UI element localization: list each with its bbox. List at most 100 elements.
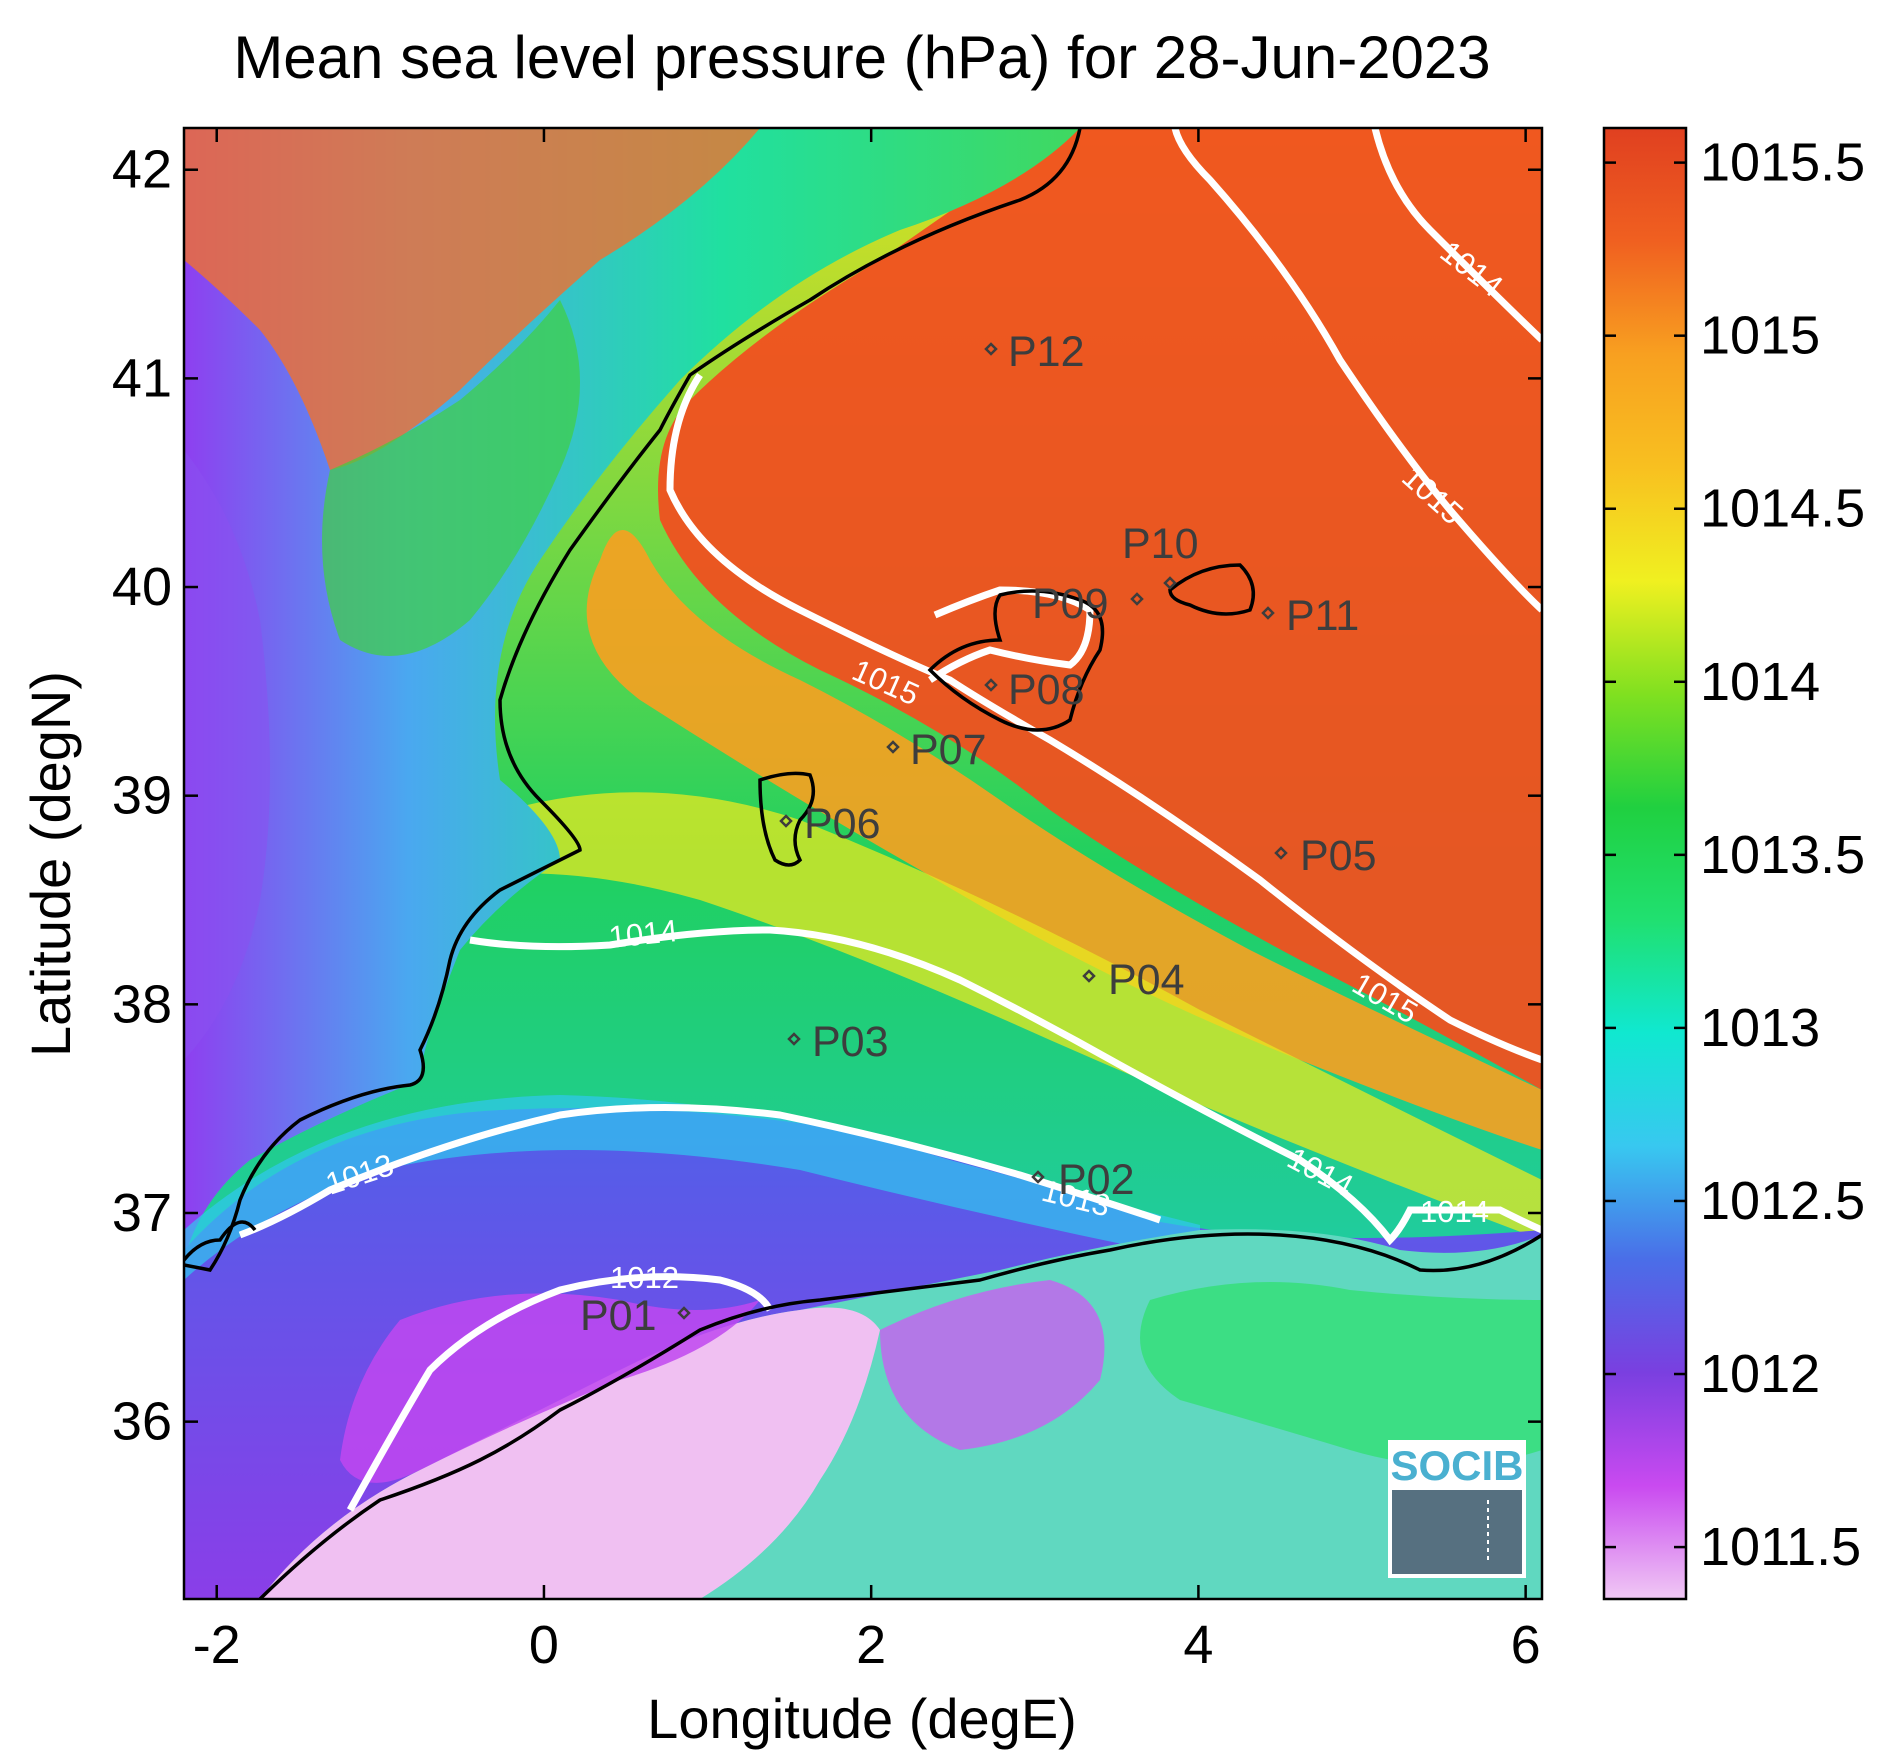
station-p02: P02 <box>1031 1156 1135 1204</box>
africa-west-pink <box>260 1307 880 1599</box>
y-tick-label: 42 <box>112 140 172 200</box>
menorca-coastline <box>1168 563 1256 616</box>
x-tick-label: -2 <box>193 1615 241 1675</box>
station-p05: P05 <box>1274 832 1377 880</box>
yellow-band <box>450 792 1542 1240</box>
y-tick-label: 38 <box>112 974 172 1034</box>
high-pressure-zone <box>658 128 1542 1090</box>
station-p12: P12 <box>984 328 1085 376</box>
y-tick-label: 37 <box>112 1183 172 1243</box>
y-tick-label: 36 <box>112 1392 172 1452</box>
isobar-1015-north <box>1171 128 1542 613</box>
ibiza-coastline <box>758 771 816 867</box>
station-p08: P08 <box>984 666 1085 714</box>
map-frame <box>182 126 1544 1601</box>
x-axis-label: Longitude (degE) <box>647 1687 1077 1750</box>
station-p02-label: P02 <box>1058 1156 1135 1204</box>
chart-title: Mean sea level pressure (hPa) for 28-Jun… <box>233 24 1490 91</box>
colorbar-tick-label: 1013.5 <box>1700 825 1865 885</box>
mediterranean-violet-lower <box>340 1293 760 1483</box>
station-p06: P06 <box>779 800 881 848</box>
colorbar-tick-label: 1015 <box>1700 306 1820 366</box>
station-p04: P04 <box>1082 956 1185 1004</box>
y-axis: 36 37 38 39 40 41 42 <box>112 140 1542 1452</box>
iberia-highland-orange <box>184 128 760 470</box>
station-p04-label: P04 <box>1108 956 1185 1004</box>
pressure-field <box>184 128 1542 1599</box>
station-p08-label: P08 <box>1008 666 1085 714</box>
colorbar-tick-label: 1015.5 <box>1700 133 1865 193</box>
station-p12-label: P12 <box>1008 328 1085 376</box>
socib-logo-text: SOCIB <box>1390 1442 1523 1489</box>
stations: P01 P02 P03 P04 P05 P06 P07 P08 P09 P10 … <box>580 328 1377 1340</box>
y-tick-label: 40 <box>112 557 172 617</box>
y-tick-label: 39 <box>112 766 172 826</box>
iberia-coastline <box>184 128 1082 1272</box>
colorbar-tick-label: 1014.5 <box>1700 479 1865 539</box>
station-p03: P03 <box>787 1018 889 1066</box>
station-p07: P07 <box>886 726 987 774</box>
station-p02-marker <box>1031 1170 1045 1184</box>
colorbar-tick-label: 1011.5 <box>1700 1517 1861 1577</box>
y-tick-label: 41 <box>112 348 172 408</box>
africa-coastline <box>258 1232 1542 1599</box>
cyan-band <box>184 1095 1200 1280</box>
station-p10-marker <box>1163 576 1177 590</box>
station-p01-label: P01 <box>580 1292 657 1340</box>
station-p06-label: P06 <box>804 800 881 848</box>
isobar-label-1014-se: 1014 <box>1420 1194 1489 1229</box>
isobar-1014-ne <box>1371 128 1542 343</box>
spain-south-coastline <box>184 1220 257 1262</box>
isobar-label-1014-west: 1014 <box>607 913 679 955</box>
station-p07-marker <box>886 740 900 754</box>
colorbar-tick-label: 1014 <box>1700 652 1820 712</box>
x-tick-label: 4 <box>1183 1615 1213 1675</box>
africa-green-patches <box>1140 1282 1542 1465</box>
isobars <box>238 128 1542 1512</box>
x-tick-label: 2 <box>856 1615 886 1675</box>
station-p09: P09 <box>1032 580 1144 628</box>
isobar-label-1012: 1012 <box>610 1260 679 1295</box>
x-tick-label: 0 <box>529 1615 559 1675</box>
colorbar-tick-label: 1012.5 <box>1700 1171 1865 1231</box>
station-p12-marker <box>984 342 998 356</box>
station-p01: P01 <box>580 1292 691 1340</box>
isobar-1013 <box>238 1104 1162 1239</box>
coastlines <box>184 128 1542 1599</box>
station-p05-label: P05 <box>1300 832 1377 880</box>
colorbar: 1011.5 1012 1012.5 1013 1013.5 1014 1014.5 1015… <box>1602 126 1865 1601</box>
station-p11-marker <box>1261 606 1275 620</box>
iberia-highland-green <box>322 300 580 656</box>
x-axis: -2 0 2 4 6 <box>193 128 1541 1675</box>
station-p07-label: P07 <box>910 726 987 774</box>
colorbar-ramp <box>1602 126 1688 1601</box>
isobar-1015 <box>928 586 1094 683</box>
socib-logo-panel <box>1392 1490 1522 1574</box>
colorbar-tick-label: 1012 <box>1700 1344 1820 1404</box>
iberia-west-blue <box>184 450 270 1060</box>
socib-logo: SOCIB <box>1388 1440 1526 1578</box>
station-p05-marker <box>1274 846 1288 860</box>
x-tick-label: 6 <box>1511 1615 1541 1675</box>
station-p09-marker <box>1130 592 1144 606</box>
station-p06-marker <box>779 814 793 828</box>
station-p11-label: P11 <box>1286 592 1359 640</box>
orange-band <box>586 530 1542 1150</box>
station-p11: P11 <box>1261 592 1359 640</box>
station-p09-label: P09 <box>1032 580 1109 628</box>
station-p08-marker <box>984 678 998 692</box>
station-p01-marker <box>677 1306 691 1320</box>
station-p03-label: P03 <box>812 1018 889 1066</box>
colorbar-tick-label: 1013 <box>1700 998 1820 1058</box>
isobar-1012 <box>346 1273 774 1512</box>
station-p10: P10 <box>1122 520 1199 590</box>
isobar-1014 <box>469 926 1542 1246</box>
y-axis-label: Latitude (degN) <box>19 671 82 1057</box>
isobar-1015-main <box>666 373 1542 1064</box>
station-p04-marker <box>1082 969 1096 983</box>
station-p03-marker <box>787 1032 801 1046</box>
mallorca-coastline <box>927 589 1105 732</box>
africa-violet <box>880 1280 1105 1450</box>
station-p10-label: P10 <box>1122 520 1199 568</box>
